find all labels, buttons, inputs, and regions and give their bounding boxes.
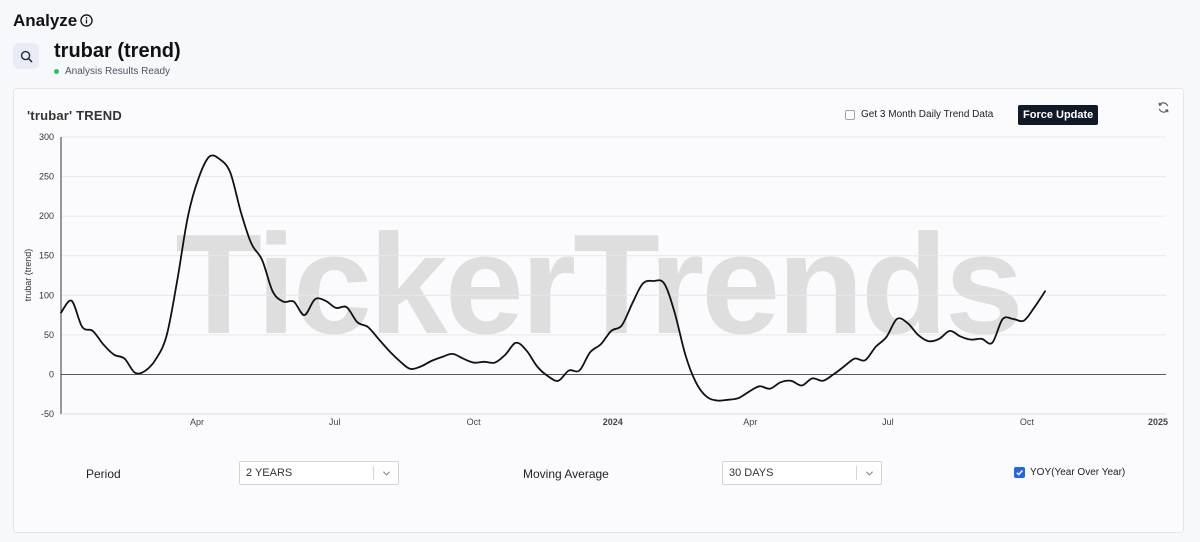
- x-tick-label: Jul: [882, 417, 894, 427]
- watermark: TickerTrends: [175, 205, 1020, 364]
- period-value: 2 YEARS: [246, 467, 293, 479]
- yoy-label: YOY(Year Over Year): [1030, 467, 1126, 478]
- series-line: [60, 154, 1046, 402]
- check-icon: [1016, 470, 1023, 476]
- chevron-down-icon: [865, 471, 874, 476]
- force-update-button[interactable]: Force Update: [1018, 105, 1099, 125]
- status-text: Analysis Results Ready: [65, 66, 171, 77]
- x-tick-label: Oct: [1020, 417, 1035, 427]
- x-tick-label: 2024: [603, 417, 623, 427]
- page-title: Analyze: [13, 11, 78, 30]
- yoy-checkbox[interactable]: [1014, 467, 1025, 478]
- y-tick-label: 150: [39, 251, 54, 261]
- search-button[interactable]: [13, 43, 39, 69]
- y-tick-label: 100: [39, 290, 54, 300]
- period-select[interactable]: 2 YEARS: [239, 461, 399, 485]
- chevron-down-icon: [382, 471, 391, 476]
- daily-trend-checkbox[interactable]: [845, 110, 855, 120]
- y-tick-label: -50: [41, 409, 54, 419]
- y-tick-label: 300: [39, 132, 54, 142]
- y-tick-label: 0: [49, 369, 54, 379]
- status-indicator: Analysis Results Ready: [54, 66, 170, 77]
- search-icon: [20, 50, 32, 62]
- moving-average-value: 30 DAYS: [729, 467, 774, 479]
- refresh-icon[interactable]: [1157, 101, 1170, 114]
- x-tick-label: Oct: [467, 417, 482, 427]
- chart-card: [13, 88, 1184, 533]
- chart-title: 'trubar' TREND: [27, 108, 122, 123]
- x-tick-label: Apr: [190, 417, 204, 427]
- x-tick-label: Jul: [329, 417, 341, 427]
- moving-average-label: Moving Average: [523, 467, 609, 481]
- y-axis-label: trubar (trend): [23, 249, 33, 302]
- info-icon[interactable]: [80, 14, 93, 27]
- period-label: Period: [86, 467, 121, 481]
- y-tick-label: 200: [39, 211, 54, 221]
- x-tick-label: Apr: [743, 417, 757, 427]
- y-tick-label: 250: [39, 172, 54, 182]
- ticker-title: trubar (trend): [54, 40, 181, 62]
- x-tick-label: 2025: [1148, 417, 1168, 427]
- status-dot: [54, 69, 59, 74]
- moving-average-select[interactable]: 30 DAYS: [722, 461, 882, 485]
- daily-trend-label: Get 3 Month Daily Trend Data: [861, 109, 994, 120]
- y-tick-label: 50: [44, 330, 54, 340]
